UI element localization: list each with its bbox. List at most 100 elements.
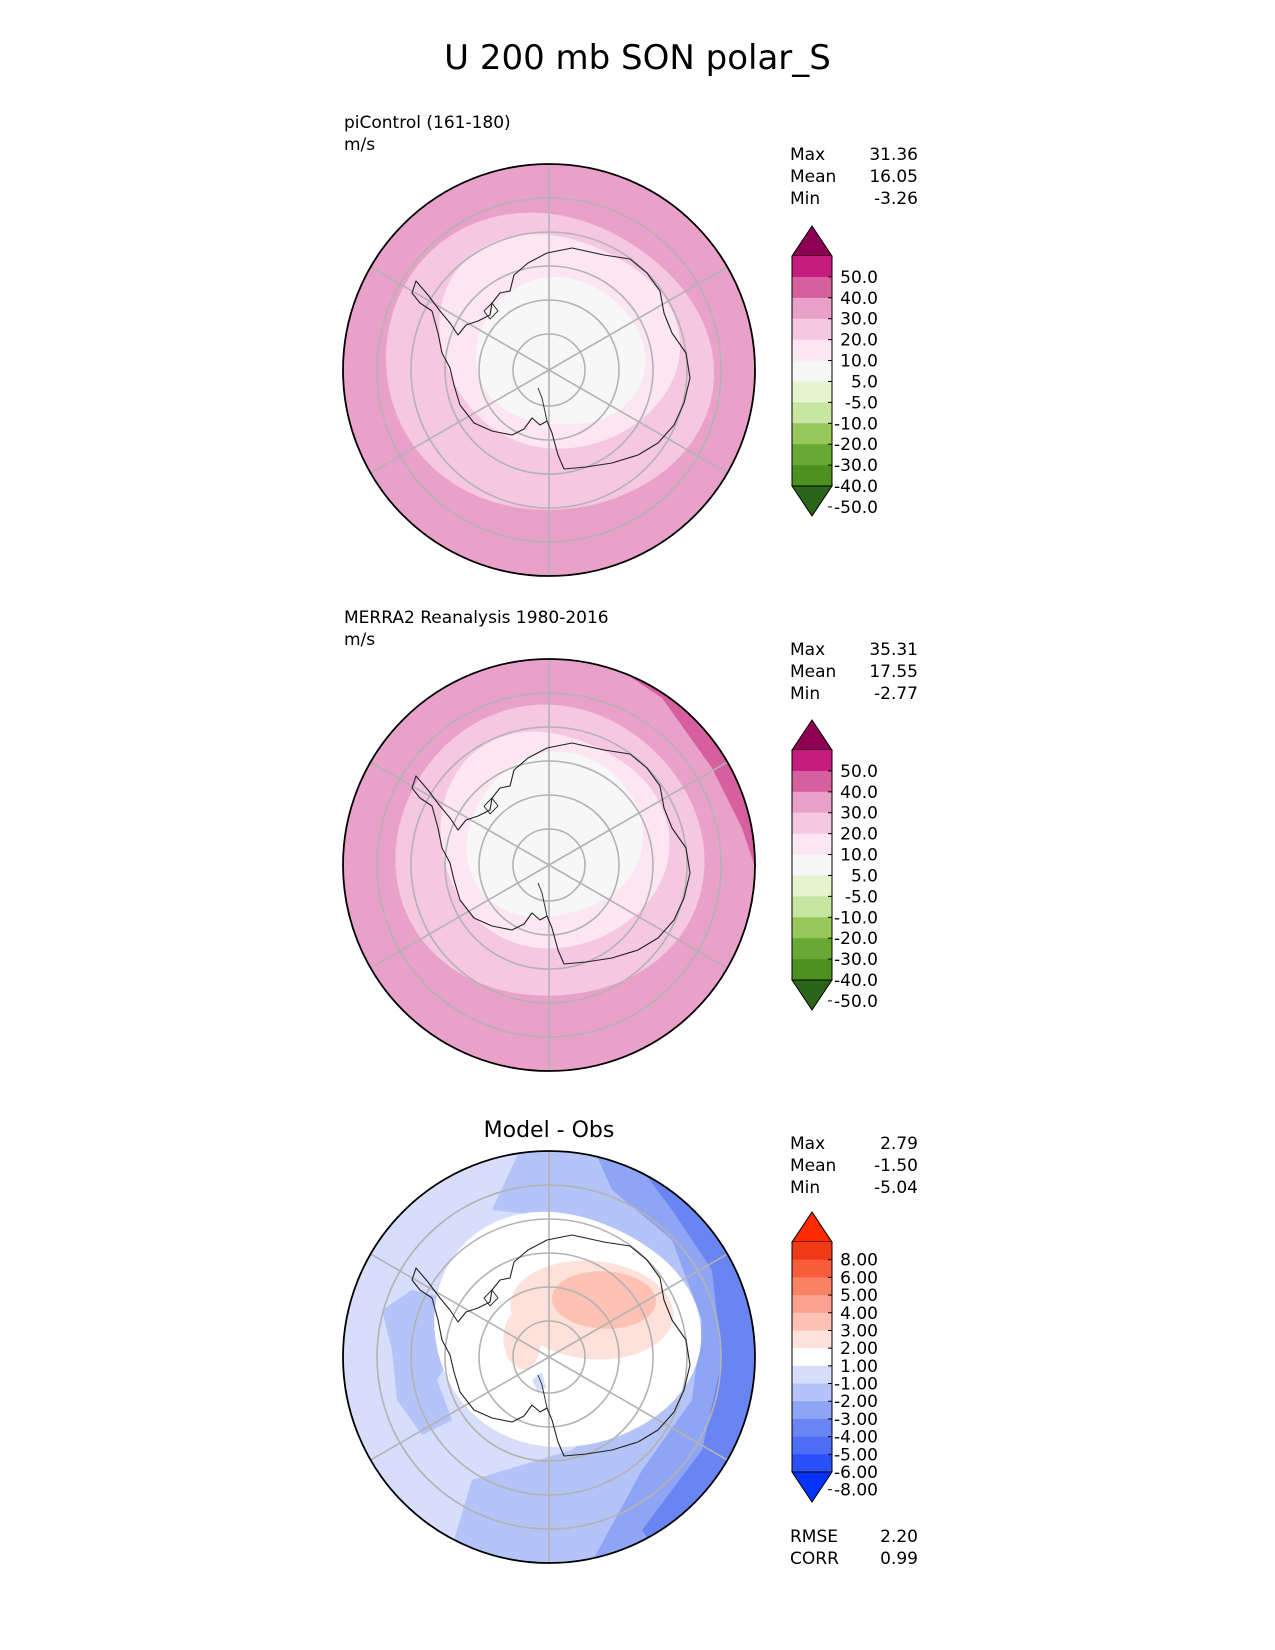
- panel2-colorbar-tick-label: 5.0: [851, 866, 878, 886]
- ross-sea-outline: [537, 1374, 548, 1409]
- contour-band: [551, 1271, 657, 1329]
- panel1-colorbar-swatch: [792, 465, 832, 487]
- panel3-colorbar-swatch: [792, 1401, 832, 1420]
- panel3-colorbar-tick-label: -1.00: [834, 1375, 878, 1395]
- panel3-colorbar-tick-label: 4.00: [840, 1304, 878, 1324]
- antarctica-coastline: [411, 742, 691, 965]
- map-boundary: [342, 658, 756, 1072]
- panel1-stats: Max 31.36 Mean 16.05 Min -3.26: [790, 144, 918, 210]
- panel2-colorbar-swatch: [792, 959, 832, 981]
- panel1-mean: 16.05: [869, 167, 918, 187]
- ice-shelf-outline: [483, 1289, 499, 1307]
- panel2-colorbar-swatch: [792, 791, 832, 814]
- panel1-colorbar-swatch: [792, 360, 832, 382]
- panel3-colorbar-tick-label: 1.00: [840, 1357, 878, 1377]
- panel2-title-block: MERRA2 Reanalysis 1980-2016 m/s: [344, 607, 609, 651]
- panel1-colorbar-extend-max: [791, 225, 833, 257]
- panel1-colorbar-tick-label: -50.0: [834, 498, 878, 518]
- panel1-colorbar-swatch: [792, 444, 832, 466]
- panel3-mean: -1.50: [874, 1156, 918, 1176]
- panel2-colorbar-swatch: [792, 896, 832, 918]
- panel2-colorbar-tick-label: -10.0: [834, 908, 878, 928]
- panel3-colorbar-tick-label: 8.00: [840, 1251, 878, 1271]
- panel2-colorbar-tick-label: -40.0: [834, 971, 878, 991]
- panel2-colorbar-extend-min: [791, 979, 833, 1011]
- panel1-colorbar-swatch: [792, 381, 832, 403]
- panel3-colorbar-extend-max: [791, 1211, 833, 1243]
- panel3-colorbar-tick-label: 2.00: [840, 1339, 878, 1359]
- panel1-colorbar-tick-label: -5.0: [845, 393, 878, 413]
- panel1-min: -3.26: [874, 189, 918, 209]
- panel3-colorbar-tick-label: -2.00: [834, 1392, 878, 1412]
- panel1-colorbar-tick-label: 5.0: [851, 372, 878, 392]
- ice-shelf-outline: [483, 797, 499, 815]
- panel2-title: MERRA2 Reanalysis 1980-2016: [344, 608, 609, 628]
- panel1-colorbar-tick-label: -40.0: [834, 477, 878, 497]
- panel1-polar-map: [342, 163, 756, 577]
- panel1-colorbar-tick-label: 30.0: [840, 310, 878, 330]
- panel2-stats: Max 35.31 Mean 17.55 Min -2.77: [790, 639, 918, 705]
- figure-title: U 200 mb SON polar_S: [444, 38, 831, 78]
- antarctica-coastline: [411, 247, 691, 470]
- panel3-max-label: Max: [790, 1134, 826, 1154]
- panel1-colorbar-swatch: [792, 276, 832, 299]
- ice-shelf-outline: [483, 302, 499, 320]
- panel1-colorbar-swatch: [792, 297, 832, 320]
- panel3-colorbar-swatch: [792, 1418, 832, 1438]
- panel3-colorbar-extend-min: [791, 1471, 833, 1503]
- panel3-rmse-label: RMSE: [790, 1527, 839, 1547]
- panel1-colorbar-swatch: [792, 402, 832, 424]
- panel1-colorbar-swatch: [792, 339, 832, 362]
- panel2-colorbar-tick-label: -50.0: [834, 992, 878, 1012]
- panel1-colorbar-extend-min: [791, 485, 833, 517]
- contour-band: [466, 751, 643, 917]
- ross-sea-outline: [537, 387, 548, 422]
- panel1-colorbar-tick-label: -30.0: [834, 456, 878, 476]
- panel3-colorbar-tick-label: 3.00: [840, 1321, 878, 1341]
- panel1-title-block: piControl (161-180) m/s: [344, 112, 511, 156]
- panel3-colorbar-tick-label: 6.00: [840, 1268, 878, 1288]
- panel3-min: -5.04: [874, 1178, 918, 1198]
- panel3-colorbar: 8.006.005.004.003.002.001.00-1.00-2.00-3…: [791, 1211, 878, 1503]
- panel2-colorbar-swatch: [792, 875, 832, 897]
- panel2-colorbar-tick-label: 40.0: [840, 783, 878, 803]
- panel3-polar-map: [342, 1150, 756, 1564]
- panel3-colorbar-swatch: [792, 1365, 832, 1385]
- panel3-colorbar-swatch: [792, 1277, 832, 1296]
- panel2-colorbar-swatch: [792, 750, 832, 772]
- panel1-mean-label: Mean: [790, 167, 837, 187]
- panel2-min: -2.77: [874, 684, 918, 704]
- panel2-colorbar-outline: [791, 750, 833, 980]
- ross-sea-outline: [537, 882, 548, 917]
- panel3-colorbar-swatch: [792, 1436, 832, 1455]
- panel2-colorbar-swatch: [792, 938, 832, 960]
- panel1-colorbar-swatch: [792, 256, 832, 278]
- panel3-colorbar-tick-label: -6.00: [834, 1463, 878, 1483]
- panel3-corr-label: CORR: [790, 1549, 839, 1569]
- panel2-colorbar-swatch: [792, 770, 832, 793]
- panel2-colorbar-tick-label: -20.0: [834, 929, 878, 949]
- panel3-min-label: Min: [790, 1178, 821, 1198]
- panel1-colorbar-tick-label: -10.0: [834, 414, 878, 434]
- panel3-colorbar-tick-label: 5.00: [840, 1286, 878, 1306]
- panel2-colorbar-swatch: [792, 917, 832, 939]
- panel1-min-label: Min: [790, 189, 821, 209]
- panel1-colorbar-swatch: [792, 318, 832, 341]
- panel2-mean: 17.55: [869, 662, 918, 682]
- panel2-colorbar: 50.040.030.020.010.05.0-5.0-10.0-20.0-30…: [791, 719, 878, 1012]
- panel2-colorbar-tick-label: 30.0: [840, 804, 878, 824]
- panel3-corr: 0.99: [880, 1549, 918, 1569]
- panel2-min-label: Min: [790, 684, 821, 704]
- panel1-colorbar-swatch: [792, 423, 832, 445]
- panel3-colorbar-tick-label: -5.00: [834, 1445, 878, 1465]
- panel3-colorbar-swatch: [792, 1242, 832, 1261]
- panel2-max-label: Max: [790, 640, 826, 660]
- panel3-rmse: 2.20: [880, 1527, 918, 1547]
- field-contours: [343, 164, 755, 576]
- panel1-colorbar-tick-label: 50.0: [840, 268, 878, 288]
- panel2-mean-label: Mean: [790, 662, 837, 682]
- panel2-colorbar-swatch: [792, 854, 832, 876]
- panel1-colorbar-tick-label: 40.0: [840, 289, 878, 309]
- panel3-colorbar-tick-label: -4.00: [834, 1428, 878, 1448]
- panel3-max: 2.79: [880, 1134, 918, 1154]
